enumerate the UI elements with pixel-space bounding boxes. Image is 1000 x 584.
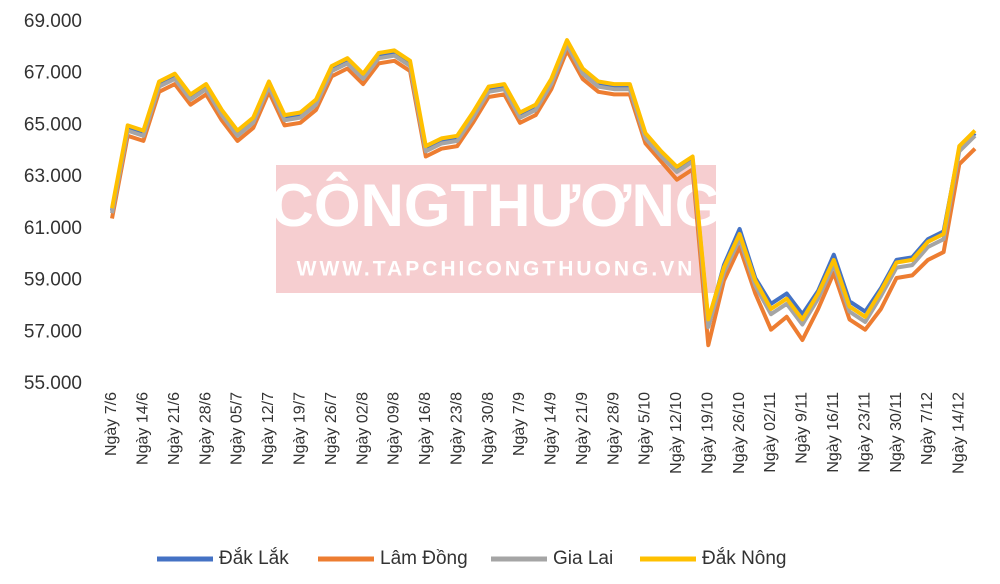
x-tick-label: Ngày 7/12 <box>919 392 936 465</box>
x-tick-label: Ngày 23/11 <box>856 392 873 473</box>
x-tick-label: Ngày 30/11 <box>888 392 905 473</box>
x-tick-label: Ngày 09/8 <box>386 392 403 465</box>
series-line <box>110 48 977 348</box>
x-tick-label: Ngày 21/6 <box>166 392 183 465</box>
legend-label: Gia Lai <box>553 548 613 569</box>
y-tick-label: 63.000 <box>24 166 82 187</box>
x-tick-label: Ngày 9/11 <box>794 392 811 464</box>
x-tick-label: Ngày 16/8 <box>417 392 434 465</box>
x-tick-label: Ngày 16/11 <box>825 392 842 473</box>
series-line <box>110 43 977 330</box>
y-tick-label: 57.000 <box>24 321 82 342</box>
x-tick-label: Ngày 7/9 <box>511 392 528 456</box>
x-tick-label: Ngày 21/9 <box>574 392 591 465</box>
x-tick-label: Ngày 19/7 <box>292 392 309 465</box>
x-tick-label: Ngày 23/8 <box>448 392 465 465</box>
x-tick-label: Ngày 12/7 <box>260 392 277 465</box>
x-tick-label: Ngày 02/11 <box>762 392 779 473</box>
y-tick-label: 55.000 <box>24 373 82 394</box>
x-tick-label: Ngày 02/8 <box>354 392 371 465</box>
x-tick-label: Ngày 30/8 <box>480 392 497 465</box>
legend-item: Gia Lai <box>491 548 613 569</box>
x-tick-label: Ngày 7/6 <box>103 392 120 456</box>
y-tick-label: 67.000 <box>24 63 82 84</box>
x-tick-label: Ngày 05/7 <box>229 392 246 465</box>
y-tick-label: 65.000 <box>24 114 82 135</box>
legend-item: Lâm Đồng <box>318 548 468 569</box>
watermark-url: WWW.TAPCHICONGTHUONG.VN <box>297 258 696 281</box>
x-tick-label: Ngày 19/10 <box>699 392 716 474</box>
y-tick-label: 69.000 <box>24 11 82 32</box>
legend-label: Lâm Đồng <box>380 548 468 569</box>
legend-item: Đắk Lắk <box>157 547 289 569</box>
legend-item: Đắk Nông <box>640 547 787 569</box>
x-tick-label: Ngày 26/7 <box>323 392 340 465</box>
y-tick-label: 59.000 <box>24 270 82 291</box>
x-tick-label: Ngày 14/9 <box>543 392 560 465</box>
x-tick-label: Ngày 14/12 <box>951 392 968 474</box>
legend-label: Đắk Lắk <box>219 547 289 569</box>
x-tick-label: Ngày 12/10 <box>668 392 685 474</box>
x-tick-label: Ngày 5/10 <box>637 392 654 465</box>
series-line <box>110 38 977 322</box>
legend-label: Đắk Nông <box>702 547 787 569</box>
watermark-box <box>276 165 716 293</box>
watermark-title: CÔNGTHƯƠNG <box>271 172 722 239</box>
x-tick-label: Ngày 28/6 <box>197 392 214 465</box>
x-tick-label: Ngày 14/6 <box>135 392 152 465</box>
x-tick-label: Ngày 28/9 <box>605 392 622 465</box>
x-tick-label: Ngày 26/10 <box>731 392 748 474</box>
y-tick-label: 61.000 <box>24 218 82 239</box>
